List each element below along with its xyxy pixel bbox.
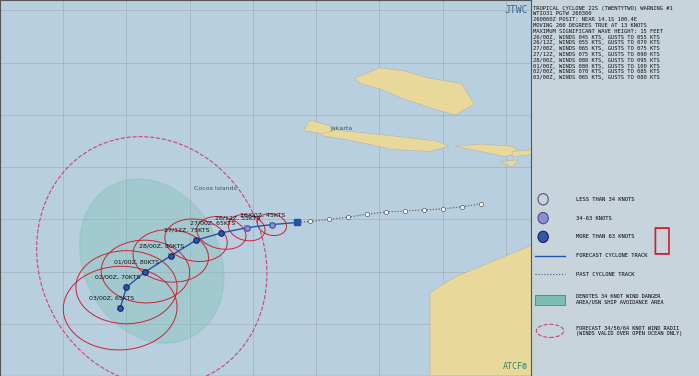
Text: PAST CYCLONE TRACK: PAST CYCLONE TRACK xyxy=(576,272,634,277)
Polygon shape xyxy=(500,160,519,167)
Circle shape xyxy=(538,231,548,243)
Polygon shape xyxy=(303,120,336,134)
Polygon shape xyxy=(430,246,531,376)
Text: 28/00Z, 80KTS: 28/00Z, 80KTS xyxy=(139,244,185,254)
Text: 27/00Z, 65KTS: 27/00Z, 65KTS xyxy=(189,221,235,231)
Text: 34-63 KNOTS: 34-63 KNOTS xyxy=(576,215,612,221)
Text: 02/00Z, 70KTS: 02/00Z, 70KTS xyxy=(95,275,140,285)
Circle shape xyxy=(538,212,548,224)
Text: 26/00Z, 45KTS: 26/00Z, 45KTS xyxy=(240,212,286,223)
Text: MORE THAN 63 KNOTS: MORE THAN 63 KNOTS xyxy=(576,234,634,240)
Polygon shape xyxy=(455,144,519,157)
Polygon shape xyxy=(354,68,475,115)
Text: DENOTES 34 KNOT WIND DANGER
AREA/USN SHIP AVOIDANCE AREA: DENOTES 34 KNOT WIND DANGER AREA/USN SHI… xyxy=(576,294,663,304)
Text: 26/12Z, 55KTS: 26/12Z, 55KTS xyxy=(215,215,260,226)
Text: Jakarta: Jakarta xyxy=(331,126,352,131)
Text: Cocos Islands: Cocos Islands xyxy=(194,185,236,191)
Text: JTWC: JTWC xyxy=(504,5,528,15)
Polygon shape xyxy=(316,125,449,152)
Text: FORECAST 34/50/64 KNOT WIND RADII
(WINDS VALID OVER OPEN OCEAN ONLY): FORECAST 34/50/64 KNOT WIND RADII (WINDS… xyxy=(576,326,682,336)
Text: TROPICAL CYCLONE 22S (TWENTYTWO) WARNING #1
WTIO31 PGTW 260300
260000Z POSIT: NE: TROPICAL CYCLONE 22S (TWENTYTWO) WARNING… xyxy=(533,6,672,80)
Ellipse shape xyxy=(80,179,224,343)
Text: 03/00Z, 65KTS: 03/00Z, 65KTS xyxy=(89,296,134,306)
FancyBboxPatch shape xyxy=(535,295,565,305)
Polygon shape xyxy=(512,149,538,157)
Text: 01/00Z, 80KTS: 01/00Z, 80KTS xyxy=(114,259,159,270)
Polygon shape xyxy=(556,157,582,167)
Text: 27/12Z, 75KTS: 27/12Z, 75KTS xyxy=(164,228,210,238)
Text: LESS THAN 34 KNOTS: LESS THAN 34 KNOTS xyxy=(576,197,634,202)
Text: FORECAST CYCLONE TRACK: FORECAST CYCLONE TRACK xyxy=(576,253,647,258)
Text: 🌀: 🌀 xyxy=(652,226,670,255)
Text: ATCF®: ATCF® xyxy=(503,362,528,371)
